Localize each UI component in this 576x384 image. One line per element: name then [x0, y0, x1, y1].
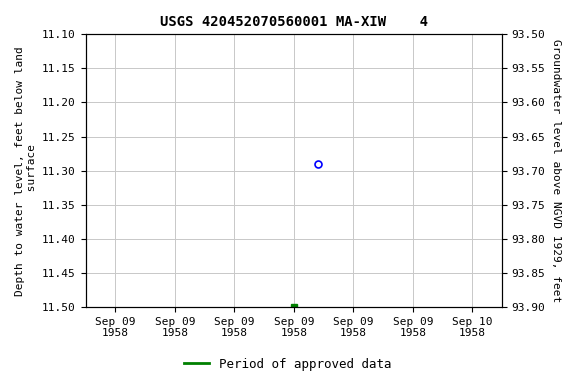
Legend: Period of approved data: Period of approved data [179, 353, 397, 376]
Title: USGS 420452070560001 MA-XIW    4: USGS 420452070560001 MA-XIW 4 [160, 15, 428, 29]
Y-axis label: Groundwater level above NGVD 1929, feet: Groundwater level above NGVD 1929, feet [551, 39, 561, 302]
Y-axis label: Depth to water level, feet below land
 surface: Depth to water level, feet below land su… [15, 46, 37, 296]
